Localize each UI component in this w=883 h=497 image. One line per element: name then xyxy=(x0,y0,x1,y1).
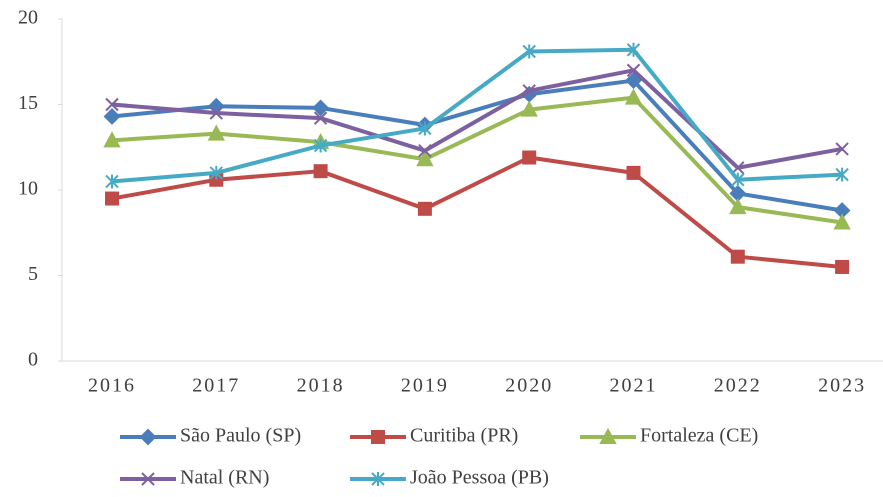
x-tick-label: 2023 xyxy=(818,375,866,397)
marker xyxy=(103,131,121,148)
y-tick-label: 20 xyxy=(18,7,38,29)
series-line xyxy=(111,47,843,184)
marker xyxy=(312,99,330,117)
marker xyxy=(207,124,225,141)
marker xyxy=(522,150,537,165)
marker xyxy=(835,142,849,156)
marker xyxy=(313,164,328,179)
marker xyxy=(105,191,119,206)
x-tick-label: 2016 xyxy=(88,375,136,397)
marker xyxy=(624,88,643,105)
series-line xyxy=(111,78,843,213)
marker xyxy=(105,97,119,112)
marker xyxy=(626,42,641,57)
x-tick-label: 2018 xyxy=(297,375,345,397)
marker xyxy=(418,121,432,136)
x-tick-label: 2020 xyxy=(505,375,553,397)
legend-marker xyxy=(139,428,157,446)
x-tick-label: 2022 xyxy=(714,375,762,397)
y-tick-label: 5 xyxy=(28,263,38,285)
x-tick-label: 2021 xyxy=(610,375,658,397)
x-tick-label: 2017 xyxy=(192,375,240,397)
y-tick-label: 10 xyxy=(18,178,38,200)
legend-marker xyxy=(371,430,385,444)
marker xyxy=(417,201,432,216)
marker xyxy=(313,138,328,153)
marker xyxy=(103,108,121,125)
marker xyxy=(833,213,851,230)
legend-marker xyxy=(141,472,155,486)
marker xyxy=(626,165,641,180)
marker xyxy=(625,72,642,89)
marker xyxy=(522,84,536,98)
series-line xyxy=(111,155,843,269)
marker xyxy=(416,150,434,167)
marker xyxy=(209,165,224,180)
legend-label: São Paulo (SP) xyxy=(180,425,301,447)
legend-label: Fortaleza (CE) xyxy=(640,425,758,447)
marker xyxy=(520,100,538,117)
marker xyxy=(522,44,536,59)
legend-label: João Pessoa (PB) xyxy=(410,467,549,489)
series-line xyxy=(111,95,843,225)
marker xyxy=(730,249,745,264)
x-tick-label: 2019 xyxy=(401,375,449,397)
marker xyxy=(209,106,224,120)
legend-label: Natal (RN) xyxy=(180,467,269,489)
y-tick-label: 15 xyxy=(18,92,38,114)
marker xyxy=(626,63,641,78)
marker xyxy=(313,111,328,125)
marker xyxy=(729,197,747,215)
marker xyxy=(731,172,745,187)
marker xyxy=(418,143,432,158)
legend-marker xyxy=(371,472,385,486)
marker xyxy=(835,259,850,274)
series-line xyxy=(111,68,843,170)
y-tick-label: 0 xyxy=(28,349,38,371)
marker xyxy=(105,174,119,189)
legend-label: Curitiba (PR) xyxy=(410,425,518,447)
legend-marker xyxy=(599,427,617,444)
marker xyxy=(835,167,849,182)
